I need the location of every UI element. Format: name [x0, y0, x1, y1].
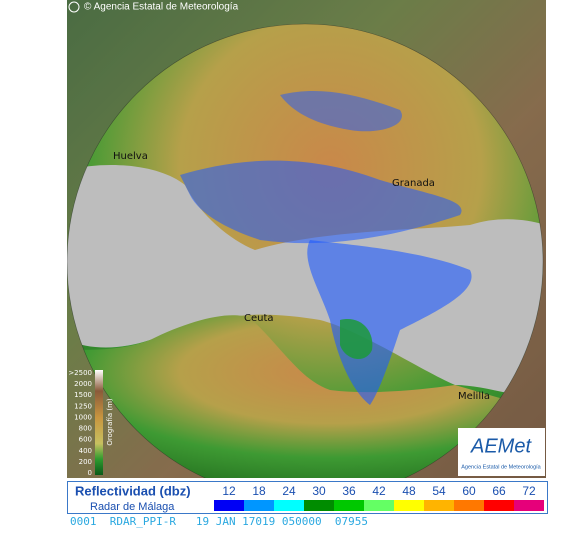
scale-label: 48 — [402, 484, 416, 498]
orography-label: 200 — [79, 458, 92, 466]
orography-title: Orografía (m) — [106, 398, 114, 446]
scale-color — [304, 500, 334, 511]
city-label: Huelva — [113, 151, 148, 162]
scale-label: 66 — [492, 484, 506, 498]
legend-title: Reflectividad (dbz) — [75, 483, 191, 498]
orography-label: 800 — [79, 425, 92, 433]
scale-label: 36 — [342, 484, 356, 498]
legend-radar: Radar de Málaga — [90, 501, 175, 513]
orography-label: >2500 — [68, 369, 92, 377]
sea — [67, 165, 543, 400]
scale-label: 30 — [312, 484, 326, 498]
orography-label: 1000 — [74, 413, 92, 421]
scale-label: 60 — [462, 484, 476, 498]
credit: © Agencia Estatal de Meteorología — [84, 2, 239, 13]
radar-coverage — [67, 24, 543, 478]
legend-scale: 12 18 24 30 36 42 48 54 60 66 72 — [214, 484, 544, 511]
city-label: Ceuta — [244, 313, 274, 324]
radar-echo-strong — [340, 319, 373, 360]
map-area: © Agencia Estatal de Meteorología Huelva… — [67, 0, 546, 478]
africa-terrain — [67, 315, 543, 478]
scale-color — [514, 500, 544, 511]
logo-subtitle: Agencia Estatal de Meteorología — [461, 464, 541, 470]
orography-label: 2000 — [74, 380, 92, 388]
copyright-mark — [68, 1, 80, 13]
scale-label: 24 — [282, 484, 296, 498]
city-label: Granada — [392, 178, 435, 189]
orography-label: 600 — [79, 436, 92, 444]
orography-label: 400 — [79, 447, 92, 455]
city-label: Melilla — [458, 391, 490, 402]
radar-echo — [280, 90, 402, 132]
scale-color — [244, 500, 274, 511]
orography-label: 1250 — [74, 402, 92, 410]
scale-color — [364, 500, 394, 511]
orography-label: 0 — [88, 469, 92, 477]
scale-label: 12 — [222, 484, 236, 498]
scale-label: 18 — [252, 484, 266, 498]
orography-label: 1500 — [74, 391, 92, 399]
radar-echo — [180, 160, 462, 244]
scale-color — [274, 500, 304, 511]
scale-label: 42 — [372, 484, 386, 498]
scale-color — [424, 500, 454, 511]
scale-color — [454, 500, 484, 511]
orography-bar — [95, 370, 103, 475]
status-line: 0001 RDAR_PPI-R 19 JAN 17019 050000 0795… — [70, 515, 368, 528]
radar-echo — [307, 240, 472, 405]
scale-color — [334, 500, 364, 511]
logo-name: AEMet — [470, 435, 532, 457]
scale-label: 54 — [432, 484, 446, 498]
scale-label: 72 — [522, 484, 536, 498]
radar-range — [67, 23, 544, 478]
scale-color — [484, 500, 514, 511]
scale-color — [394, 500, 424, 511]
scale-color — [214, 500, 244, 511]
logo-box — [458, 428, 545, 476]
